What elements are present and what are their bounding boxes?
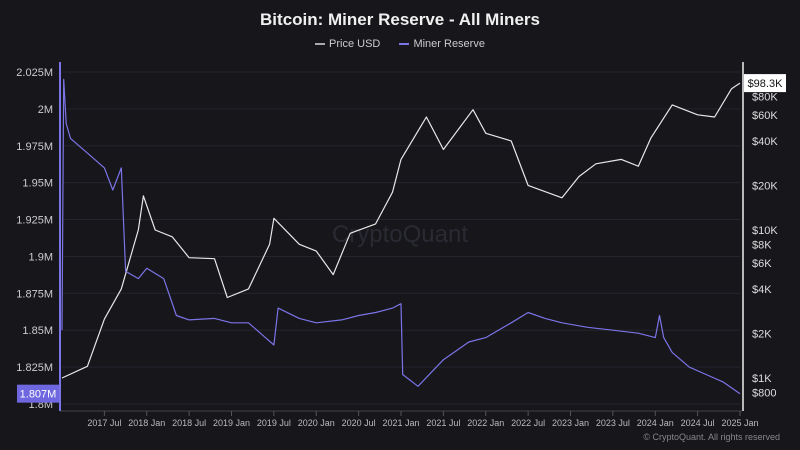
x-tick-label: 2018 Jan — [128, 418, 165, 428]
legend-item-price[interactable]: Price USD — [315, 38, 380, 50]
series-line-price — [61, 82, 741, 379]
x-tick-label: 2020 Jul — [342, 418, 376, 428]
watermark: CryptoQuant — [332, 221, 468, 248]
current-price-label: $98.3K — [748, 78, 784, 90]
x-tick-label: 2024 Jul — [681, 418, 715, 428]
y-left-tick-label: 1.875M — [16, 288, 53, 300]
y-right-tick-label: $8K — [752, 239, 772, 251]
x-tick-label: 2019 Jul — [257, 418, 291, 428]
y-right-tick-label: $20K — [752, 180, 778, 192]
y-right-tick-label: $40K — [752, 136, 778, 148]
y-left-tick-label: 2.025M — [16, 67, 53, 79]
x-tick-label: 2018 Jul — [172, 418, 206, 428]
x-tick-label: 2019 Jan — [213, 418, 250, 428]
copyright: © CryptoQuant. All rights reserved — [643, 432, 780, 442]
y-right-tick-label: $4K — [752, 284, 772, 296]
x-tick-label: 2024 Jan — [637, 418, 674, 428]
y-right-tick-label: $10K — [752, 225, 778, 237]
legend-item-reserve[interactable]: Miner Reserve — [399, 38, 485, 50]
x-tick-label: 2023 Jan — [552, 418, 589, 428]
series-line-miner-reserve — [61, 78, 741, 395]
x-tick-label: 2022 Jan — [467, 418, 504, 428]
x-tick-label: 2021 Jan — [382, 418, 419, 428]
y-left-tick-label: 1.95M — [22, 178, 53, 190]
y-left-tick-label: 1.9M — [29, 251, 53, 263]
y-right-tick-label: $80K — [752, 91, 778, 103]
y-right-tick-label: $2K — [752, 328, 772, 340]
y-right-tick-label: $6K — [752, 258, 772, 270]
x-tick-label: 2022 Jul — [511, 418, 545, 428]
x-tick-label: 2021 Jul — [426, 418, 460, 428]
y-left-tick-label: 1.825M — [16, 362, 53, 374]
y-left-tick-label: 1.925M — [16, 215, 53, 227]
y-left-tick-label: 1.85M — [22, 325, 53, 337]
current-price-badge — [744, 74, 786, 93]
x-tick-label: 2020 Jan — [298, 418, 335, 428]
x-tick-label: 2023 Jul — [596, 418, 630, 428]
current-reserve-label: 1.807M — [20, 389, 57, 401]
y-left-tick-label: 1.975M — [16, 141, 53, 153]
y-right-tick-label: $800 — [752, 387, 776, 399]
y-left-tick-label: 2M — [38, 104, 53, 116]
current-reserve-badge — [17, 384, 59, 403]
legend: Price USD Miner Reserve — [0, 38, 800, 50]
x-tick-label: 2017 Jul — [87, 418, 121, 428]
chart-title: Bitcoin: Miner Reserve - All Miners — [260, 10, 540, 29]
y-right-tick-label: $60K — [752, 110, 778, 122]
y-right-tick-label: $1K — [752, 373, 772, 385]
x-tick-label: 2025 Jan — [721, 418, 758, 428]
